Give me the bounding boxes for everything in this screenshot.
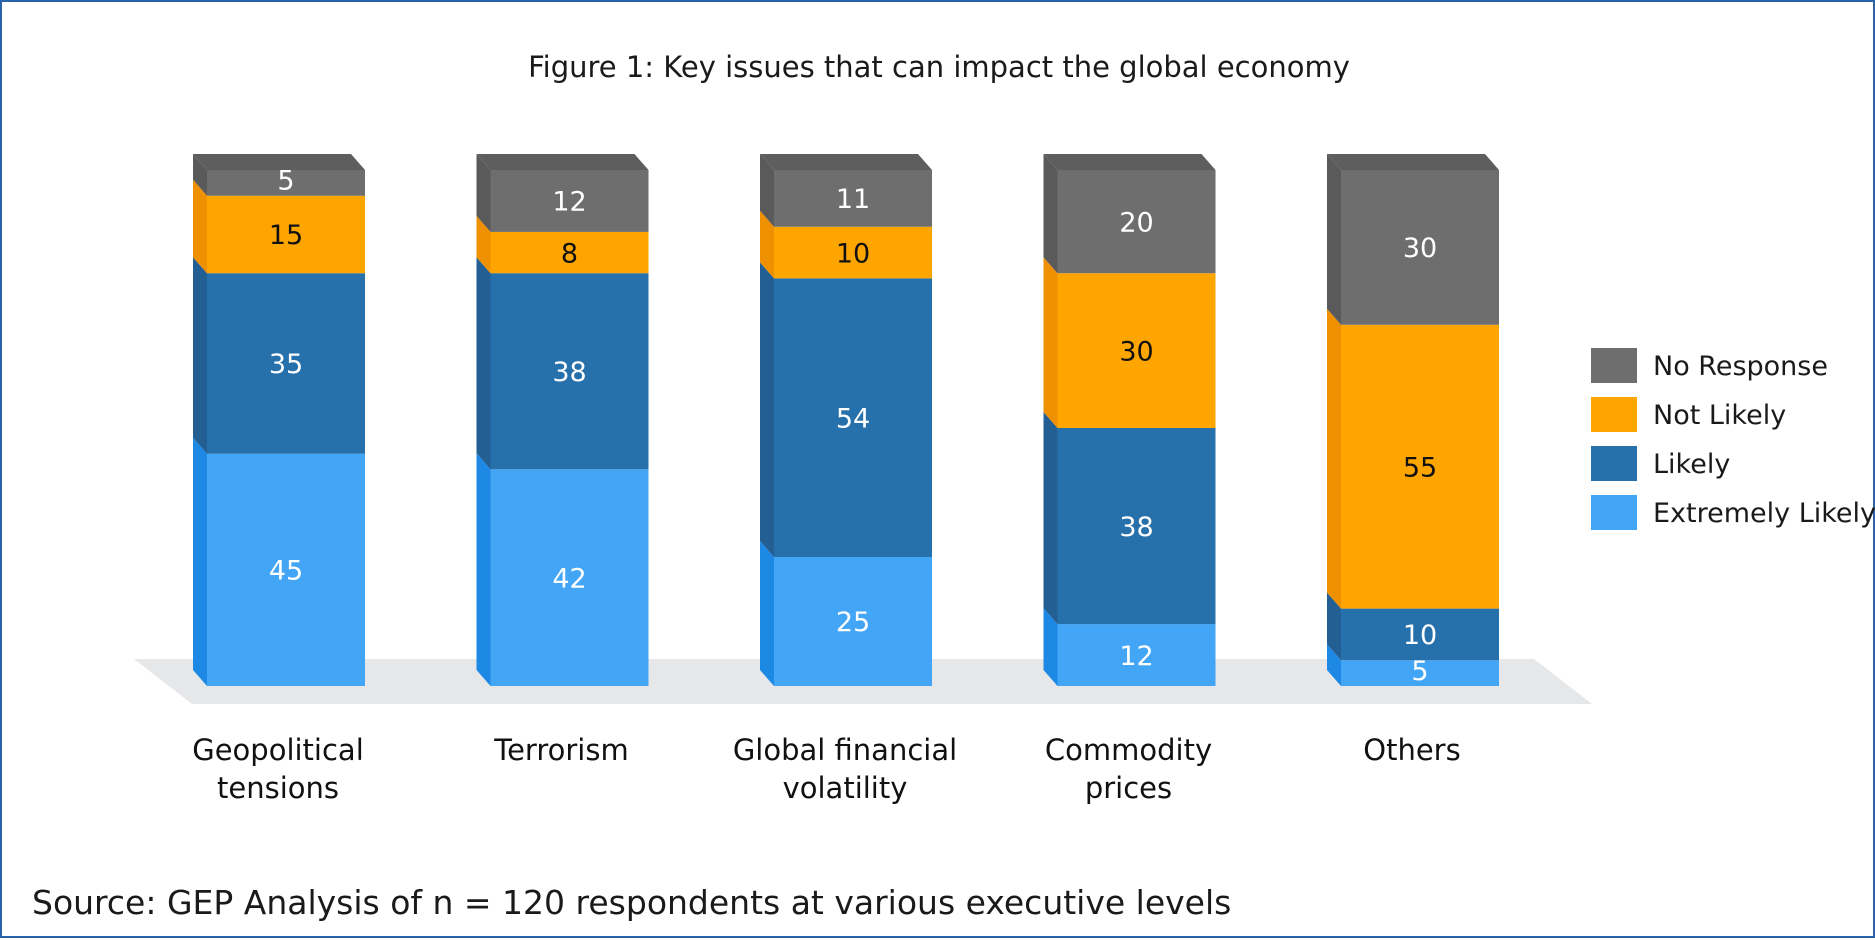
bar-segment-global-financial-volatility-likely [774, 278, 932, 557]
bar-segment-others-likely [1341, 608, 1499, 661]
legend-swatch-likely [1591, 446, 1637, 481]
legend-swatch-not-likely [1591, 397, 1637, 432]
bar-top-global-financial-volatility [760, 154, 932, 170]
bar-side-geopolitical-tensions-not-likely [193, 179, 207, 274]
bar-side-geopolitical-tensions-likely [193, 257, 207, 454]
bar-segment-geopolitical-tensions-no-response [207, 170, 365, 196]
bar-segment-terrorism-likely [490, 273, 649, 470]
source-note: Source: GEP Analysis of n = 120 responde… [32, 883, 1231, 922]
category-label: Global financial volatility [733, 733, 957, 805]
bar-segment-terrorism-not-likely [490, 231, 649, 274]
legend-label-no-response: No Response [1653, 351, 1828, 382]
bar-segment-commodity-prices-no-response [1057, 170, 1216, 274]
bar-segment-geopolitical-tensions-not-likely [207, 195, 365, 274]
bar-top-others [1327, 154, 1499, 170]
bar-top-terrorism [476, 154, 649, 170]
bar-side-others-not-likely [1327, 308, 1341, 609]
bar-top-geopolitical-tensions [193, 154, 365, 170]
bar-segment-global-financial-volatility-no-response [774, 170, 932, 227]
bar-segment-global-financial-volatility-not-likely [774, 226, 932, 279]
bar-segment-global-financial-volatility-extremely-likely [774, 557, 932, 686]
bar-segment-geopolitical-tensions-likely [207, 273, 365, 454]
data-label: 35 [269, 349, 303, 380]
bar-top-commodity-prices [1043, 154, 1216, 170]
bar-side-others-extremely-likely [1327, 644, 1341, 686]
bar-side-geopolitical-tensions-extremely-likely [193, 437, 207, 686]
data-label: 30 [1403, 233, 1437, 264]
data-label: 20 [1119, 207, 1153, 238]
data-label: 5 [277, 166, 294, 197]
bar-side-global-financial-volatility-not-likely [760, 210, 774, 279]
data-label: 8 [561, 238, 578, 269]
bar-side-others-no-response [1327, 154, 1341, 325]
data-label: 12 [552, 187, 586, 218]
legend-label-not-likely: Not Likely [1653, 400, 1786, 431]
data-label: 45 [269, 556, 303, 587]
bar-side-commodity-prices-no-response [1043, 154, 1058, 274]
bar-side-terrorism-no-response [476, 154, 491, 232]
data-label: 55 [1403, 452, 1437, 483]
bars-group: 45 35 15 5 42 38 8 12 25 54 10 11 12 38 30 20 5 10 55 30 [193, 154, 1499, 687]
bar-segment-terrorism-extremely-likely [490, 469, 649, 686]
bar-segment-others-not-likely [1341, 324, 1499, 609]
chart-title: Figure 1: Key issues that can impact the… [528, 50, 1350, 84]
data-label: 10 [1403, 620, 1437, 651]
data-label: 54 [836, 403, 870, 434]
category-label: Others [1363, 733, 1460, 767]
category-label: Commodity prices [1045, 733, 1212, 805]
category-labels: Geopolitical tensions Terrorism Global fina… [192, 733, 1460, 805]
data-label: 42 [552, 563, 586, 594]
category-label: Geopolitical tensions [192, 733, 364, 805]
bar-side-global-financial-volatility-no-response [760, 154, 774, 227]
bar-segment-terrorism-no-response [490, 170, 649, 232]
data-label: 10 [836, 238, 870, 269]
bar-segment-commodity-prices-not-likely [1057, 273, 1216, 428]
legend-swatch-extremely-likely [1591, 495, 1637, 530]
legend-swatch-no-response [1591, 348, 1637, 383]
bar-side-geopolitical-tensions-no-response [193, 154, 207, 196]
data-label: 30 [1119, 336, 1153, 367]
data-label: 38 [1119, 512, 1153, 543]
bar-segment-geopolitical-tensions-extremely-likely [207, 453, 365, 686]
bar-segment-commodity-prices-likely [1057, 428, 1216, 625]
bar-segment-others-no-response [1341, 170, 1499, 325]
legend-label-likely: Likely [1653, 449, 1730, 480]
bar-segment-commodity-prices-extremely-likely [1057, 624, 1216, 686]
bar-side-terrorism-not-likely [476, 215, 491, 274]
data-label: 15 [269, 220, 303, 251]
data-label: 25 [836, 607, 870, 638]
data-label: 11 [836, 184, 870, 215]
legend: No Response Not Likely Likely Extremely Lik… [1591, 348, 1875, 530]
legend-label-extremely-likely: Extremely Likely [1653, 498, 1875, 529]
bar-segment-others-extremely-likely [1341, 660, 1499, 686]
data-label: 38 [552, 357, 586, 388]
bar-side-global-financial-volatility-likely [760, 262, 774, 557]
bar-side-terrorism-extremely-likely [476, 453, 491, 686]
bar-side-commodity-prices-likely [1043, 412, 1058, 625]
bar-side-commodity-prices-extremely-likely [1043, 608, 1058, 686]
category-label: Terrorism [493, 733, 628, 767]
bar-side-terrorism-likely [476, 257, 491, 470]
data-label: 5 [1411, 656, 1428, 687]
data-label: 12 [1119, 641, 1153, 672]
bar-side-others-likely [1327, 592, 1341, 661]
bar-side-global-financial-volatility-extremely-likely [760, 541, 774, 686]
bar-side-commodity-prices-not-likely [1043, 257, 1058, 428]
